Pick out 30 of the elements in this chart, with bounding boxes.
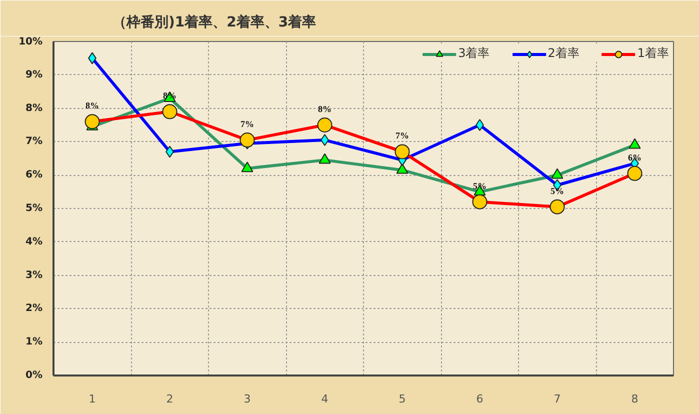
legend-label: 1着率	[637, 45, 669, 62]
legend-label: 2着率	[548, 45, 580, 62]
x-tick-label: 4	[321, 392, 328, 406]
data-label: 7%	[240, 119, 254, 130]
y-tick-label: 0%	[26, 370, 43, 381]
y-tick-label: 4%	[26, 236, 43, 248]
x-tick-label: 8	[631, 392, 638, 406]
y-tick-label: 10%	[18, 36, 42, 48]
data-label: 8%	[318, 104, 332, 114]
legend-label: 3着率	[458, 45, 490, 62]
x-tick-label: 3	[244, 392, 251, 406]
x-tick-label: 7	[554, 392, 561, 406]
x-tick-label: 6	[476, 392, 484, 406]
x-tick-label: 5	[398, 392, 406, 406]
chart-title: （枠番別)1着率、2着率、3着率	[112, 14, 316, 30]
y-tick-label: 2%	[26, 303, 43, 314]
data-label: 7%	[396, 130, 409, 141]
y-tick-label: 8%	[26, 102, 43, 114]
data-label: 5%	[473, 180, 486, 191]
y-tick-label: 1%	[26, 336, 43, 348]
x-tick-label: 1	[88, 392, 96, 406]
y-tick-label: 3%	[26, 270, 43, 281]
y-tick-label: 6%	[26, 170, 43, 181]
y-tick-label: 7%	[26, 136, 43, 148]
data-label: 5%	[550, 186, 564, 196]
data-label: 6%	[628, 152, 642, 162]
y-tick-label: 9%	[26, 69, 43, 80]
data-label: 8%	[86, 100, 99, 111]
y-tick-label: 5%	[26, 203, 43, 214]
x-tick-label: 2	[166, 392, 174, 406]
